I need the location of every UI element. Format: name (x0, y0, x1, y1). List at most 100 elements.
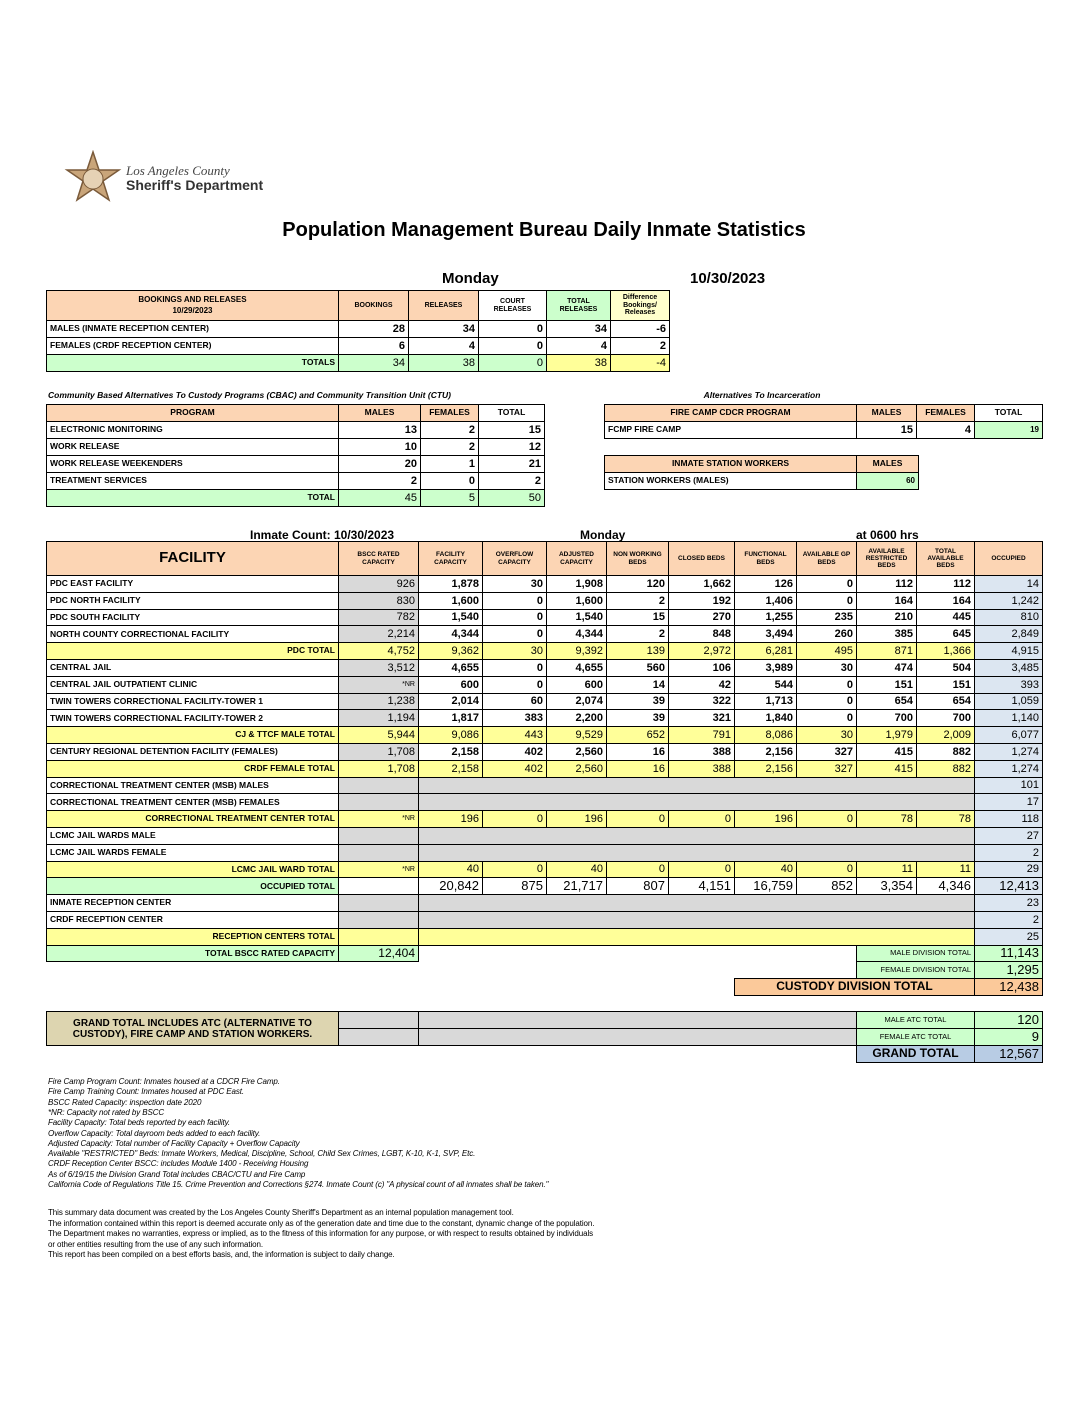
cell: WORK RELEASE (46, 438, 339, 456)
cell (338, 894, 419, 912)
cell: 40 (546, 860, 607, 879)
cell: TREATMENT SERVICES (46, 472, 339, 490)
cell: 0 (796, 675, 857, 694)
cell: *NR (338, 675, 419, 694)
cell: 1,908 (546, 575, 607, 593)
cell: 0 (796, 575, 857, 593)
cell: 15 (478, 421, 545, 439)
cell: 654 (916, 692, 975, 711)
cell: 2 (606, 591, 669, 610)
footnote: Fire Camp Program Count: Inmates housed … (48, 1077, 280, 1086)
cell: 4,151 (668, 877, 735, 896)
cell: 20,842 (418, 877, 483, 896)
cell: 402 (482, 759, 547, 778)
cell: 415 (856, 743, 917, 761)
blank-span (418, 776, 975, 795)
cell: 30 (796, 726, 857, 744)
cell: RECEPTION CENTERS TOTAL (46, 927, 339, 946)
cell: 210 (856, 608, 917, 627)
cell: 652 (606, 726, 669, 744)
cell: 2 (420, 421, 479, 439)
blank-span (418, 827, 975, 845)
cell: -4 (610, 354, 670, 372)
cell: 14 (606, 675, 669, 694)
header-cell: AVAILABLE RESTRICTED BEDS (856, 541, 917, 576)
footnote: Available "RESTRICTED" Beds: Inmate Work… (48, 1149, 476, 1159)
cell: 11 (916, 860, 975, 879)
cell: 0 (668, 860, 735, 879)
cell: 1 (420, 455, 479, 473)
cell: 1,600 (418, 591, 483, 610)
cell: 9,086 (418, 726, 483, 744)
cell: -6 (610, 320, 670, 338)
cell: 1,059 (974, 692, 1043, 711)
cell: 9,392 (546, 642, 607, 660)
cell: 126 (734, 575, 797, 593)
cell: OCCUPIED TOTAL (46, 877, 339, 896)
header-cell: TOTAL (478, 404, 545, 422)
footnote: Overflow Capacity: Total dayroom beds ad… (48, 1128, 261, 1138)
cell: 0 (482, 659, 547, 677)
cell: 23 (974, 894, 1043, 912)
count-time: at 0600 hrs (856, 528, 919, 542)
count-day: Monday (580, 528, 626, 542)
cell: 327 (796, 759, 857, 778)
cell: 1,274 (974, 743, 1043, 761)
cell: 112 (856, 575, 917, 593)
cell: 2 (606, 625, 669, 644)
cell: 151 (856, 675, 917, 694)
cell: MALES (INMATE RECEPTION CENTER) (46, 320, 339, 338)
cell: 0 (420, 472, 479, 490)
cell: 875 (482, 877, 547, 896)
cell: 42 (668, 675, 735, 694)
count-label: Inmate Count: 10/30/2023 (250, 528, 395, 542)
cell: 25 (974, 927, 1043, 946)
cell: 0 (482, 860, 547, 879)
cell: 270 (668, 608, 735, 627)
cell: 2,560 (546, 759, 607, 778)
header-cell: INMATE STATION WORKERS (604, 455, 857, 473)
cell: 1,295 (974, 961, 1043, 980)
cell: CORRECTIONAL TREATMENT CENTER (MSB) FEMA… (46, 793, 339, 812)
logo-text: Los Angeles County (126, 163, 230, 178)
blank-span (418, 927, 975, 946)
cell: 0 (606, 860, 669, 879)
cell: 0 (478, 354, 547, 372)
blank (418, 1028, 857, 1046)
cell: 4,344 (546, 625, 607, 644)
cell: 4 (916, 421, 975, 439)
disclaimer-line: This report has been compiled on a best … (48, 1250, 395, 1259)
cell: 19 (974, 421, 1043, 439)
header-cell: TOTAL (974, 404, 1043, 422)
cell: 34 (546, 320, 611, 338)
cell: 30 (482, 575, 547, 593)
day: Monday (442, 270, 499, 287)
cell: 0 (482, 810, 547, 828)
cell: FEMALE DIVISION TOTAL (856, 961, 975, 980)
cell: 445 (916, 608, 975, 627)
cell: 40 (418, 860, 483, 879)
cell: 1,708 (338, 759, 419, 778)
logo-text: Sheriff's Department (126, 177, 264, 193)
cell: 782 (338, 608, 419, 627)
header-cell: TOTAL RELEASES (546, 290, 611, 321)
cell: 1,878 (418, 575, 483, 593)
cell: 9 (974, 1028, 1043, 1046)
cell: 17 (974, 793, 1043, 812)
cell: 118 (974, 810, 1043, 828)
cell: 600 (546, 675, 607, 694)
cell: 60 (856, 472, 919, 490)
cell: 327 (796, 743, 857, 761)
cell: 0 (482, 625, 547, 644)
cell: 2,560 (546, 743, 607, 761)
cell: 10 (338, 438, 421, 456)
disclaimer-line: The information contained within this re… (48, 1218, 595, 1228)
cell: TWIN TOWERS CORRECTIONAL FACILITY-TOWER … (46, 692, 339, 711)
cell (338, 927, 419, 946)
cell: 235 (796, 608, 857, 627)
cell: 16,759 (734, 877, 797, 896)
cell: CJ & TTCF MALE TOTAL (46, 726, 339, 744)
cell: 1,979 (856, 726, 917, 744)
cell: 882 (916, 759, 975, 778)
